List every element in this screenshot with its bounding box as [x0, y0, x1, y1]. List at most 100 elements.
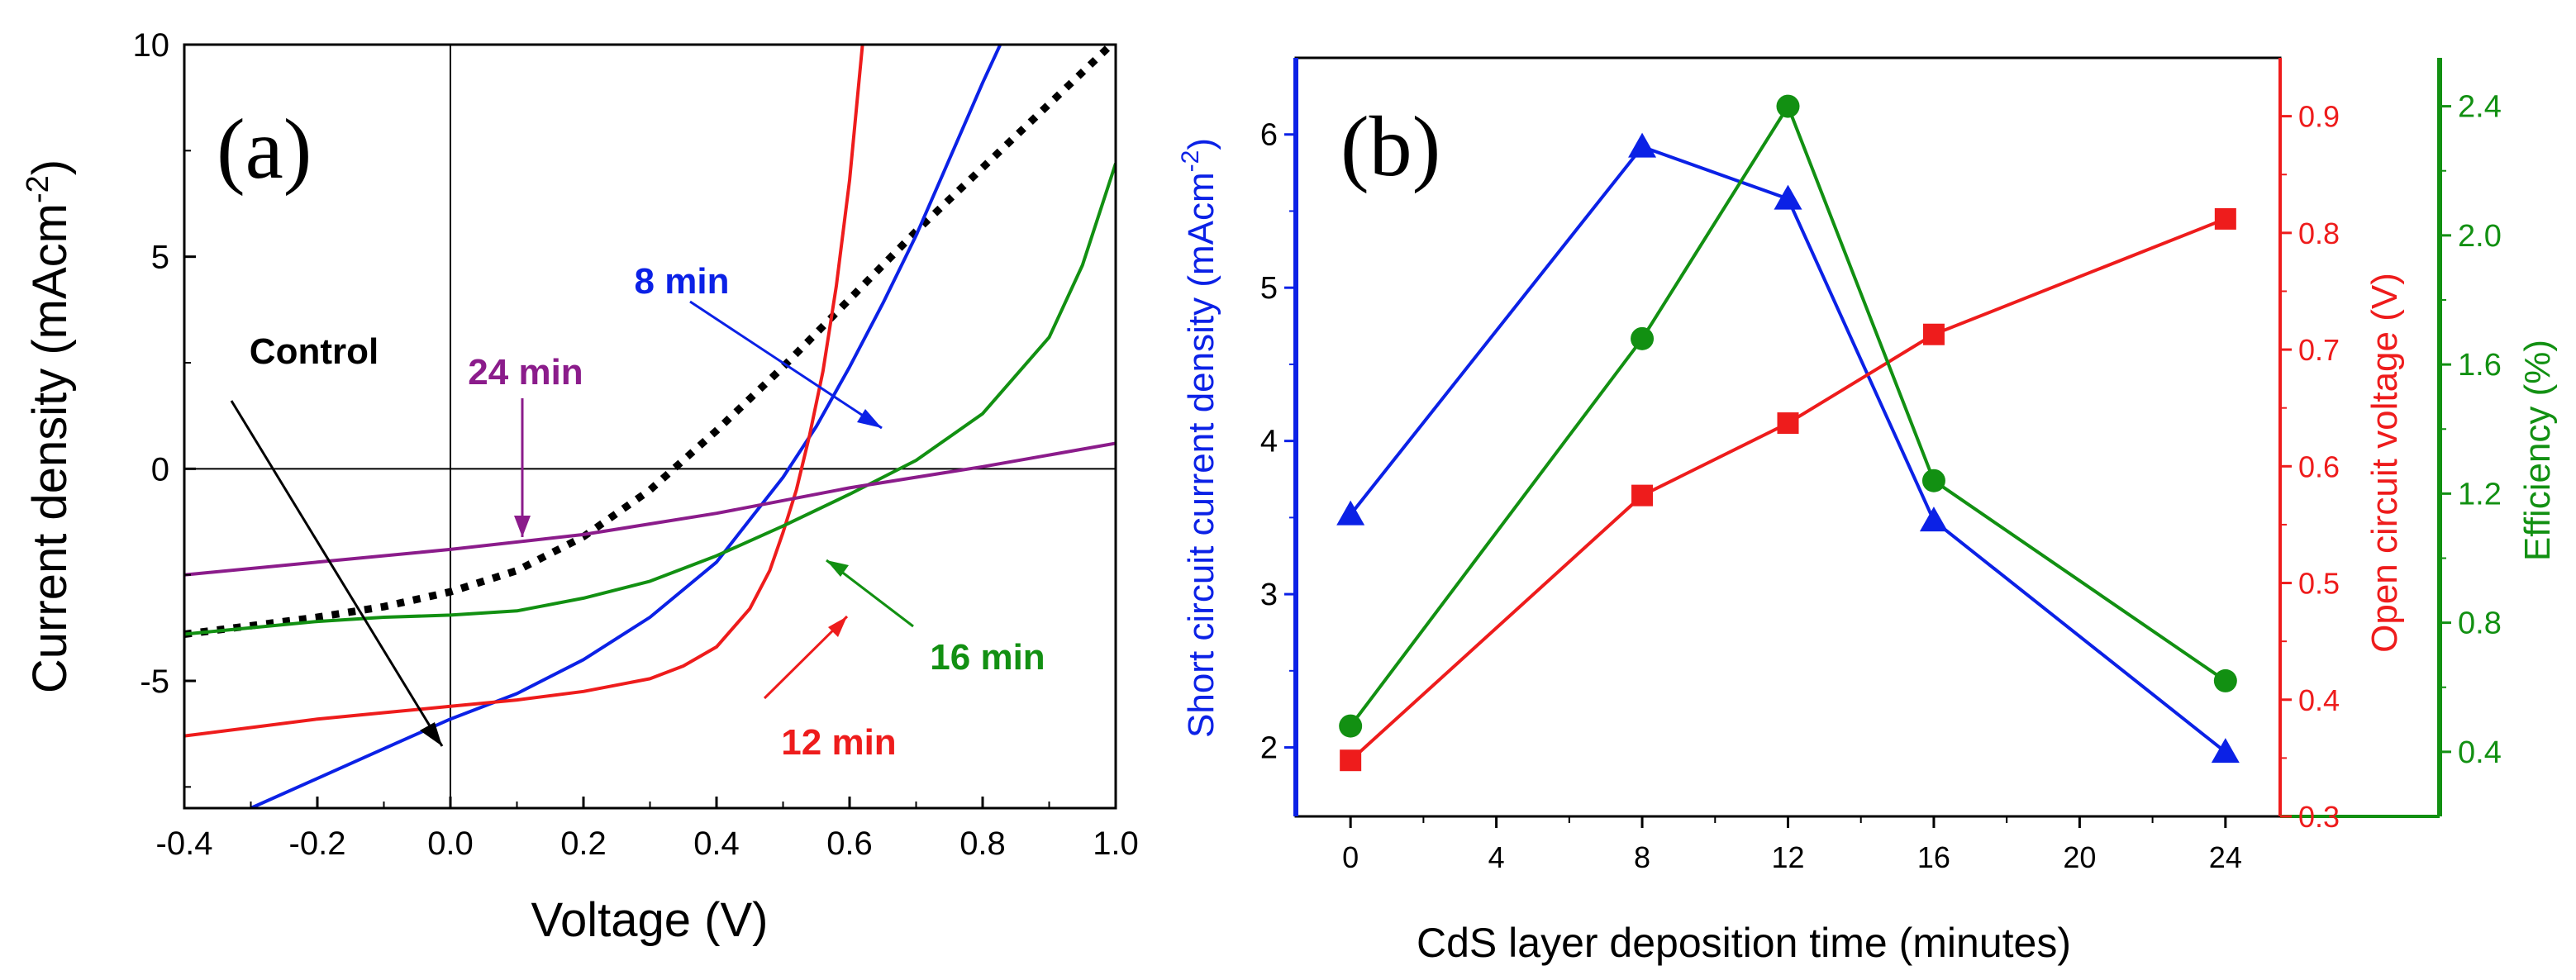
series-line-control	[184, 45, 1116, 638]
panel-b-right2-tick-label: 0.8	[2458, 607, 2502, 641]
panel-b-left-axis-title: Short circuit current density (mAcm-2)	[1177, 138, 1221, 738]
8min-arrow	[689, 300, 883, 430]
series-line-24-min	[184, 441, 1116, 577]
panel-a-y-tick-label: 0	[151, 451, 169, 488]
panel-b-right1-tick-label: 0.3	[2298, 800, 2340, 834]
series-line-open-circuit-voltage	[1349, 217, 2226, 762]
annotation-16min: 16 min	[930, 637, 1045, 678]
marker-efficiency	[1776, 94, 1800, 118]
marker-short-circuit-current-density	[2211, 738, 2240, 764]
panel-b-right2-tick-label: 2.4	[2458, 90, 2502, 125]
annotation-control: Control	[250, 331, 379, 372]
marker-short-circuit-current-density	[1628, 132, 1657, 158]
marker-open-circuit-voltage	[1340, 749, 1362, 772]
marker-open-circuit-voltage	[1922, 323, 1945, 345]
panel-b-plot-frame	[1294, 56, 2282, 818]
panel-b-x-tick-label: 20	[2063, 840, 2096, 874]
marker-efficiency	[1921, 469, 1945, 492]
panel-b-series	[1336, 94, 2240, 772]
panel-a-x-ticks: -0.4 -0.2 0.0 0.2 0.4 0.6 0.8 1.0	[156, 797, 1139, 862]
series-line-8-min	[250, 45, 1002, 808]
panel-b-right1-ticks: 0.3 0.4 0.5 0.6 0.7 0.8 0.9	[2280, 100, 2340, 834]
panel-b-right2-axis-title: Efficiency (%)	[2517, 340, 2558, 561]
panel-b-right1-tick-label: 0.4	[2298, 683, 2340, 717]
panel-a-y-title-tail: )	[23, 159, 77, 175]
panel-b-left-tick-label: 2	[1260, 731, 1278, 766]
series-line-16-min	[184, 163, 1116, 636]
panel-b-right2-tick-label: 0.4	[2458, 735, 2502, 770]
panel-b-left-tick-label: 3	[1260, 578, 1278, 612]
marker-open-circuit-voltage	[1777, 412, 1799, 435]
panel-b-right1-tick-label: 0.6	[2298, 450, 2340, 483]
8min-arrow-head	[857, 409, 882, 428]
annotation-8min: 8 min	[635, 261, 730, 302]
panel-a-x-tick-label: 0.2	[560, 825, 607, 862]
panel-b-left-tick-label: 6	[1260, 118, 1278, 153]
16min-arrow-head	[826, 560, 849, 577]
panel-a-plot-frame	[183, 43, 1117, 810]
panel-a-x-tick-label: 0.4	[693, 825, 740, 862]
panel-b-right1-tick-label: 0.5	[2298, 567, 2340, 601]
panel-a-zero-lines	[184, 45, 1116, 808]
12min-arrow-head	[828, 616, 847, 637]
annotation-24min: 24 min	[468, 352, 583, 392]
panel-a-x-tick-label: 0.0	[427, 825, 474, 862]
panel-a-y-tick-label: -5	[140, 664, 169, 700]
panel-a-y-title-sup: -2	[21, 175, 55, 203]
panel-b-left-title-sup: -2	[1177, 150, 1204, 173]
panel-b-right1-tick-label: 0.7	[2298, 333, 2340, 367]
panel-a-x-tick-label: 0.6	[826, 825, 873, 862]
panel-b-right1-axis-title: Open circuit voltage (V)	[2364, 273, 2405, 653]
control-arrow	[230, 400, 444, 747]
panel-a-y-axis-title: Current density (mAcm-2)	[21, 159, 77, 693]
panel-a-annotation-arrows	[230, 300, 914, 747]
panel-a-x-axis-title: Voltage (V)	[531, 893, 769, 947]
panel-b-left-tick-label: 4	[1260, 425, 1278, 459]
panel-b-x-tick-label: 4	[1488, 840, 1505, 874]
panel-b-x-tick-label: 0	[1342, 840, 1359, 874]
marker-short-circuit-current-density	[1774, 184, 1802, 210]
panel-a-series	[184, 45, 1116, 808]
marker-short-circuit-current-density	[1919, 507, 1948, 532]
panel-a-y-tick-label: 10	[133, 27, 170, 64]
panel-a-y-tick-label: 5	[151, 240, 169, 276]
panel-a-y-ticks: -5 0 5 10	[133, 27, 196, 788]
panel-b-x-tick-label: 12	[1771, 840, 1804, 874]
panel-b-x-tick-label: 8	[1634, 840, 1650, 874]
panel-b-left-tick-label: 5	[1260, 271, 1278, 306]
panel-a-label: (a)	[217, 102, 312, 197]
panel-b-left-title-main: Short circuit current density (mAcm	[1181, 172, 1221, 738]
marker-efficiency	[1631, 326, 1655, 350]
panel-a-y-title-main: Current density (mAcm	[23, 203, 77, 693]
panel-a-x-tick-label: 1.0	[1093, 825, 1139, 862]
panel-b-left-title-tail: )	[1181, 138, 1221, 150]
marker-short-circuit-current-density	[1336, 500, 1365, 526]
panel-b-x-ticks: 0 4 8 12 16 20 24	[1342, 816, 2242, 874]
panel-b-right2-ticks: 0.4 0.8 1.2 1.6 2.0 2.4	[2440, 90, 2502, 770]
annotation-12min: 12 min	[781, 722, 896, 763]
marker-open-circuit-voltage	[1631, 484, 1654, 507]
marker-efficiency	[2213, 668, 2237, 692]
panel-b-right2-tick-label: 1.2	[2458, 477, 2502, 511]
panel-b-right1-tick-label: 0.8	[2298, 216, 2340, 250]
panel-b-x-tick-label: 16	[1917, 840, 1950, 874]
panel-b-left-ticks: 2 3 4 5 6	[1260, 118, 1296, 766]
panel-b-x-axis-title: CdS layer deposition time (minutes)	[1417, 920, 2071, 966]
panel-a: -0.4 -0.2 0.0 0.2 0.4 0.6 0.8 1.0 -5 0 5 10 (a) Vo…	[21, 27, 1139, 947]
panel-b-label: (b)	[1340, 99, 1440, 194]
panel-b-right2-tick-label: 1.6	[2458, 348, 2502, 383]
panel-a-x-tick-label: -0.4	[156, 825, 213, 862]
marker-efficiency	[1339, 714, 1363, 738]
series-line-12-min	[184, 45, 864, 738]
panel-a-x-tick-label: -0.2	[289, 825, 346, 862]
marker-open-circuit-voltage	[2214, 207, 2236, 230]
control-arrow-head	[420, 722, 442, 746]
panel-a-x-tick-label: 0.8	[959, 825, 1006, 862]
series-line-short-circuit-current-density	[1349, 145, 2227, 754]
panel-b-right1-tick-label: 0.9	[2298, 100, 2340, 134]
panel-b-x-tick-label: 24	[2209, 840, 2242, 874]
24min-arrow-head	[514, 516, 531, 537]
panel-b-right2-tick-label: 2.0	[2458, 219, 2502, 254]
